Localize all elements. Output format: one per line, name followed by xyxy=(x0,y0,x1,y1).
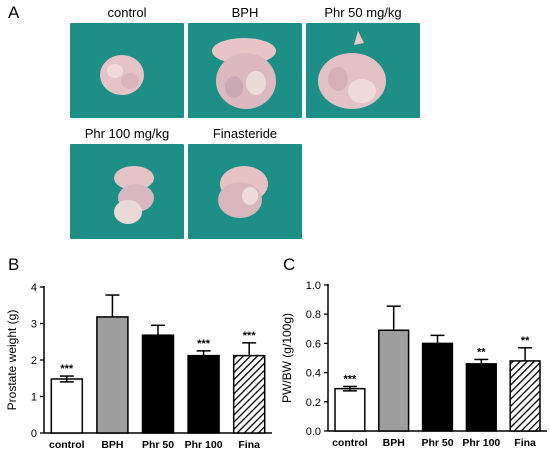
significance-label: *** xyxy=(343,373,357,385)
x-tick-label: Phr 100 xyxy=(185,439,223,451)
photo-phr100 xyxy=(70,144,184,239)
photo-finasteride xyxy=(188,144,302,239)
y-axis-label: Prostate weight (g) xyxy=(5,310,19,411)
bar-bph xyxy=(96,316,129,434)
significance-label: *** xyxy=(60,363,74,375)
y-tick-label: 0.0 xyxy=(306,426,321,438)
photo-label-phr50: Phr 50 mg/kg xyxy=(324,5,402,20)
x-tick-label: BPH xyxy=(383,437,405,449)
x-tick-label: Phr 100 xyxy=(462,437,500,449)
x-tick-label: control xyxy=(49,439,85,451)
x-tick-label: control xyxy=(332,437,368,449)
x-tick-label: Fina xyxy=(514,437,536,449)
bar-phr-50 xyxy=(421,342,454,432)
y-tick-label: 3 xyxy=(31,319,37,331)
bar-phr-100 xyxy=(465,363,497,432)
y-tick-label: 0.4 xyxy=(306,368,321,380)
y-tick-label: 1.0 xyxy=(306,280,321,292)
photo-label-phr100: Phr 100 mg/kg xyxy=(84,126,170,141)
bar-bph xyxy=(378,329,410,432)
panel-letter-b: B xyxy=(8,255,20,274)
photo-phr50 xyxy=(306,23,420,118)
prostate-weight-chart: Prostate weight (g) 0 1 2 3 4 *** control BPH Phr… xyxy=(5,282,272,451)
bar-phr-100 xyxy=(187,354,220,434)
y-tick-label: 0.6 xyxy=(306,338,321,350)
significance-label: ** xyxy=(521,335,530,347)
y-tick-label: 1 xyxy=(31,392,37,404)
x-tick-label: BPH xyxy=(101,439,123,451)
photo-label-bph: BPH xyxy=(231,5,259,20)
bar-phr-50 xyxy=(141,334,175,434)
bar-fina xyxy=(232,354,266,434)
x-tick-label: Phr 50 xyxy=(142,439,174,451)
y-axis-label: PW/BW (g/100g) xyxy=(280,313,294,403)
x-tick-label: Phr 50 xyxy=(421,437,453,449)
photo-label-control: control xyxy=(107,5,147,20)
y-tick-label: 0 xyxy=(31,428,37,440)
panel-letter-a: A xyxy=(8,3,20,22)
photo-bph xyxy=(188,23,302,118)
significance-label: *** xyxy=(243,330,257,342)
pw-bw-chart: PW/BW (g/100g) 0.0 0.2 0.4 0.6 0.8 1.0 *** contr… xyxy=(280,280,547,449)
photo-control xyxy=(70,23,184,118)
bar-control xyxy=(334,387,366,432)
photo-label-finasteride: Finasteride xyxy=(212,126,278,141)
y-tick-label: 0.8 xyxy=(306,309,321,321)
y-tick-label: 4 xyxy=(31,282,37,294)
significance-label: ** xyxy=(477,346,486,358)
bar-fina xyxy=(509,360,541,432)
significance-label: *** xyxy=(197,338,211,350)
y-tick-label: 0.2 xyxy=(306,397,321,409)
y-tick-label: 2 xyxy=(31,355,37,367)
x-tick-label: Fina xyxy=(238,439,260,451)
bar-control xyxy=(50,378,84,434)
panel-letter-c: C xyxy=(283,255,296,274)
